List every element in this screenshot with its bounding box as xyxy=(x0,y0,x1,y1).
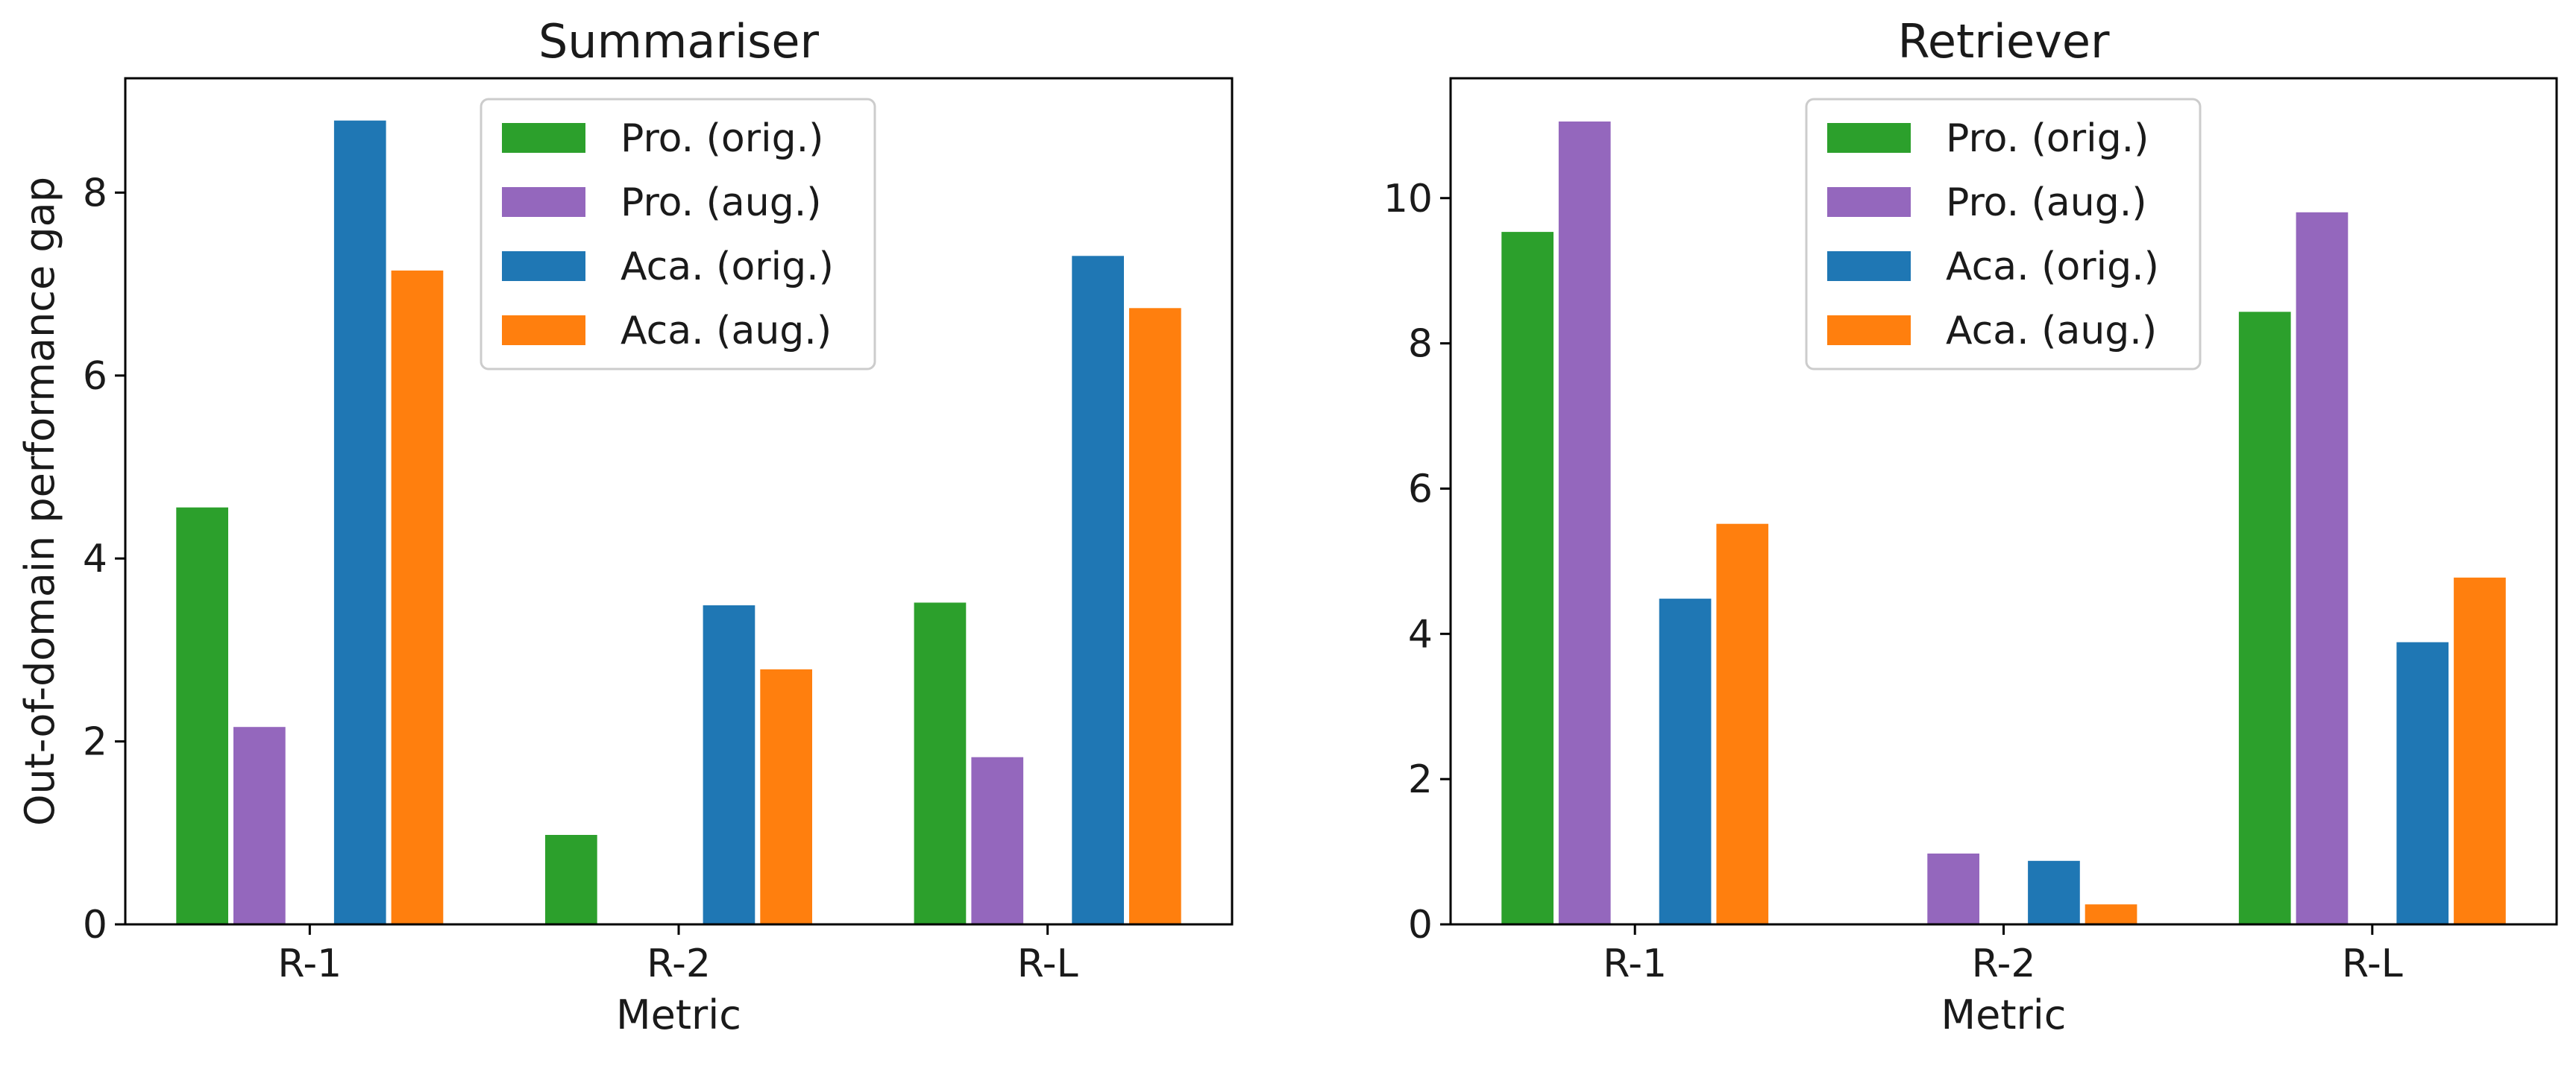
bar-aca-orig-r-l xyxy=(1069,253,1127,926)
y-tick-label: 4 xyxy=(83,537,107,581)
legend-label-0: Pro. (orig.) xyxy=(621,116,823,161)
x-tick-label-r-l: R-L xyxy=(1017,942,1078,986)
x-tick-label-r-2: R-2 xyxy=(1972,942,2036,986)
bar-pro-aug-r-1 xyxy=(1556,119,1613,926)
y-tick-label: 6 xyxy=(1408,467,1433,511)
x-tick-label-r-l: R-L xyxy=(2342,942,2403,986)
y-tick-label: 0 xyxy=(1408,903,1433,947)
bar-aca-aug-r-l xyxy=(2451,575,2508,926)
summariser-panel: Summariser 0 2 4 6 8 R-1 R-2 R-L Metric Out-of-dom… xyxy=(16,14,1234,1038)
bar-pro-aug-r-1 xyxy=(231,725,288,926)
bar-aca-orig-r-l xyxy=(2394,640,2451,926)
legend-box xyxy=(1805,98,2202,370)
x-axis-label: Metric xyxy=(616,991,741,1038)
x-tick-label-r-1: R-1 xyxy=(277,942,342,986)
legend-label-1: Pro. (aug.) xyxy=(621,180,822,225)
y-tick-label: 4 xyxy=(1408,612,1433,657)
legend-swatch-3 xyxy=(1827,315,1911,345)
bar-aca-aug-r-1 xyxy=(389,268,446,926)
bar-aca-aug-r-2 xyxy=(2082,902,2140,926)
bar-aca-orig-r-1 xyxy=(331,118,389,926)
bar-pro-orig-r-l xyxy=(2236,309,2293,926)
legend-swatch-3 xyxy=(502,315,585,345)
y-tick-label: 8 xyxy=(83,171,107,215)
bar-aca-orig-r-2 xyxy=(2026,858,2082,926)
legend-label-1: Pro. (aug.) xyxy=(1946,180,2147,225)
chart-title: Retriever xyxy=(1898,14,2110,69)
bar-pro-aug-r-l xyxy=(969,754,1026,926)
legend-swatch-0 xyxy=(1827,123,1911,153)
bar-pro-orig-r-2 xyxy=(543,833,600,926)
x-tick-label-r-1: R-1 xyxy=(1603,942,1667,986)
legend-label-3: Aca. (aug.) xyxy=(621,309,832,353)
bar-pro-orig-r-l xyxy=(911,600,969,926)
legend-swatch-1 xyxy=(1827,187,1911,217)
legend-swatch-1 xyxy=(502,187,585,217)
x-axis-label: Metric xyxy=(1941,991,2067,1038)
bar-pro-aug-r-2 xyxy=(1925,851,1982,926)
chart-title: Summariser xyxy=(538,14,820,69)
bar-aca-aug-r-l xyxy=(1127,306,1184,926)
y-tick-label: 10 xyxy=(1383,177,1433,221)
bar-aca-aug-r-1 xyxy=(1714,521,1771,926)
legend-label-0: Pro. (orig.) xyxy=(1946,116,2149,161)
y-tick-label: 6 xyxy=(83,354,107,399)
y-tick-label: 2 xyxy=(1408,757,1433,802)
legend-swatch-2 xyxy=(1827,251,1911,281)
y-tick-label: 8 xyxy=(1408,322,1433,367)
y-axis-label: Out-of-domain performance gap xyxy=(16,177,63,826)
legend-swatch-0 xyxy=(502,123,585,153)
bar-pro-orig-r-1 xyxy=(174,505,230,926)
legend-label-3: Aca. (aug.) xyxy=(1946,309,2157,353)
bar-pro-aug-r-l xyxy=(2293,209,2351,926)
bar-aca-aug-r-2 xyxy=(758,666,814,926)
bar-pro-orig-r-1 xyxy=(1499,230,1556,926)
legend-label-2: Aca. (orig.) xyxy=(1946,245,2159,289)
legend-swatch-2 xyxy=(502,251,585,281)
retriever-panel: Retriever 0 2 4 6 8 10 R-1 R-2 R-L Metric Pro. (ori… xyxy=(1383,14,2558,1038)
legend: Pro. (orig.) Pro. (aug.) Aca. (orig.) Aca. … xyxy=(1805,98,2202,370)
y-tick-label: 2 xyxy=(83,720,107,765)
x-tick-label-r-2: R-2 xyxy=(647,942,711,986)
legend-label-2: Aca. (orig.) xyxy=(621,245,834,289)
legend-box xyxy=(480,98,876,370)
bar-aca-orig-r-2 xyxy=(700,603,758,926)
y-tick-label: 0 xyxy=(83,903,107,947)
legend: Pro. (orig.) Pro. (aug.) Aca. (orig.) Aca. … xyxy=(480,98,876,370)
bar-aca-orig-r-1 xyxy=(1656,596,1714,926)
